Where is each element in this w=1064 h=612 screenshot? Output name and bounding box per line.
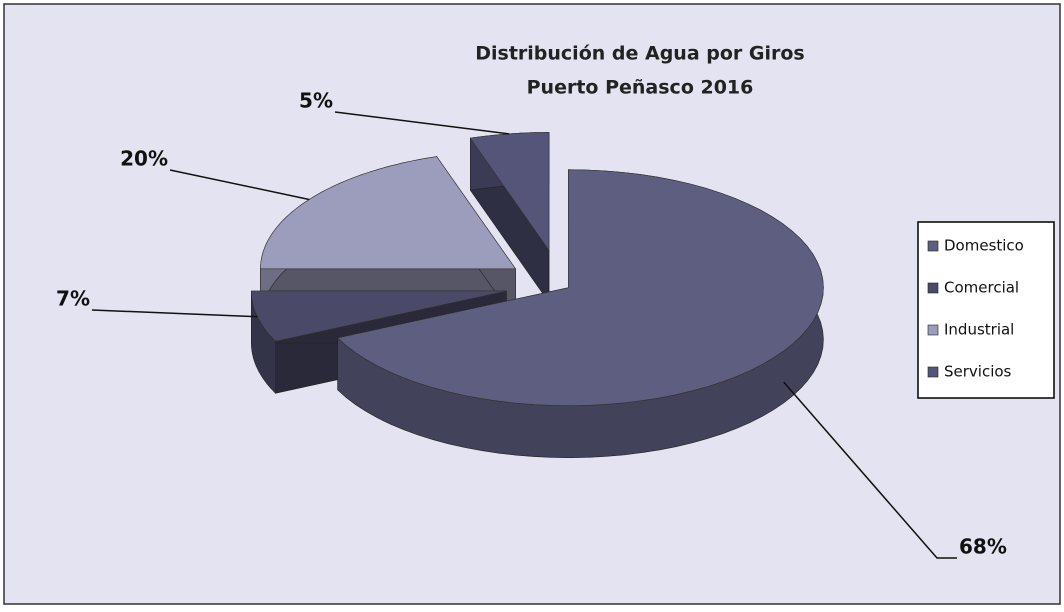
legend (917, 221, 1055, 399)
leader-line (169, 169, 310, 201)
slice (337, 169, 824, 407)
leader-line (334, 111, 510, 135)
legend-swatch (927, 282, 939, 294)
legend-label: Domestico (944, 237, 1024, 255)
legend-swatch (927, 324, 939, 336)
leader-line (91, 309, 258, 318)
legend-swatch (927, 240, 939, 252)
data-label: 68% (959, 535, 1007, 559)
slice (251, 290, 507, 342)
legend-label: Industrial (944, 321, 1014, 339)
legend-label: Comercial (944, 279, 1019, 297)
slice (469, 132, 550, 252)
data-label: 7% (56, 287, 90, 311)
legend-label: Servicios (944, 363, 1012, 381)
chart-subtitle: Puerto Peñasco 2016 (527, 77, 754, 99)
data-label: 20% (120, 147, 168, 171)
slice (260, 156, 517, 270)
data-label: 5% (299, 89, 333, 113)
leader-line (783, 381, 957, 559)
chart-title: Distribución de Agua por Giros (475, 43, 805, 65)
legend-swatch (927, 366, 939, 378)
